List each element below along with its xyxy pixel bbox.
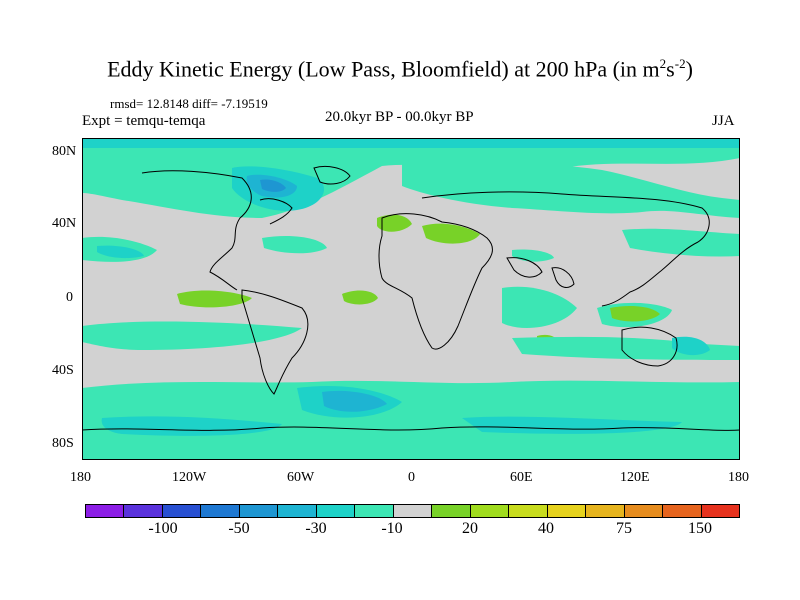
- lon-label-60e: 60E: [510, 470, 533, 485]
- colorbar-swatch-4: [239, 505, 279, 517]
- so-atlantic-core: [322, 390, 387, 412]
- coastlines: [82, 165, 740, 431]
- lat-label-80s: 80S: [52, 436, 74, 451]
- arabia-coast: [506, 257, 543, 278]
- season-label: JJA: [712, 113, 735, 129]
- s-america-coast: [241, 289, 309, 395]
- colorbar: [85, 504, 740, 518]
- colorbar-label-20: 20: [462, 520, 478, 537]
- colorbar-swatch-1: [124, 505, 163, 517]
- colorbar-label-neg10: -10: [381, 520, 403, 537]
- colorbar-label-40: 40: [538, 520, 554, 537]
- australia-coast: [621, 326, 678, 367]
- greenland-coast: [313, 165, 351, 185]
- so-indian-patch: [462, 416, 682, 434]
- australia-patch: [672, 336, 710, 356]
- atlantic-patch: [262, 236, 327, 254]
- polar-strip: [82, 138, 740, 148]
- lon-label-120e: 120E: [620, 470, 650, 485]
- tropical-atlantic-green: [342, 290, 378, 305]
- mediterranean-green: [422, 223, 480, 244]
- canada-core: [260, 179, 286, 192]
- map-svg: [82, 138, 740, 460]
- colorbar-label-75: 75: [616, 520, 632, 537]
- colorbar-swatch-13: [586, 505, 625, 517]
- iberia-green: [377, 214, 412, 232]
- lon-label-60w: 60W: [287, 470, 315, 485]
- colorbar-swatch-8: [393, 505, 433, 517]
- colorbar-label-neg30: -30: [305, 520, 327, 537]
- experiment-label: Expt = temqu-temqa: [82, 113, 206, 129]
- so-pacific-patch: [101, 416, 282, 436]
- lon-label-180e: 180: [728, 470, 749, 485]
- colorbar-swatch-10: [470, 505, 510, 517]
- colorbar-swatch-2: [162, 505, 202, 517]
- map-frame: [82, 138, 740, 460]
- antarctica-coast: [82, 426, 740, 431]
- lat-label-80n: 80N: [52, 144, 77, 159]
- colorbar-swatch-6: [316, 505, 356, 517]
- southern-ocean-band: [82, 380, 740, 460]
- s-pacific-cyan: [82, 321, 302, 350]
- colorbar-swatch-16: [701, 505, 739, 517]
- colorbar-swatch-15: [663, 505, 702, 517]
- colorbar-label-neg50: -50: [228, 520, 250, 537]
- colorbar-swatch-12: [547, 505, 587, 517]
- colorbar-swatch-14: [624, 505, 664, 517]
- lat-label-0: 0: [66, 290, 73, 305]
- period-label: 20.0kyr BP - 00.0kyr BP: [325, 109, 474, 125]
- eurasia-band: [402, 158, 740, 218]
- lat-label-40s: 40S: [52, 363, 74, 378]
- indian-cyan: [502, 286, 577, 328]
- colorbar-swatch-11: [509, 505, 548, 517]
- lat-label-40n: 40N: [52, 216, 77, 231]
- npac-inner: [97, 245, 144, 259]
- colorbar-swatch-5: [278, 505, 317, 517]
- colorbar-swatch-3: [201, 505, 240, 517]
- africa-coast: [378, 213, 493, 350]
- colorbar-label-neg100: -100: [148, 520, 178, 537]
- eurasia-coast: [421, 191, 710, 307]
- labrador-coast: [259, 198, 293, 225]
- colorbar-swatch-0: [86, 505, 125, 517]
- maritime-green: [610, 306, 660, 322]
- lon-label-120w: 120W: [172, 470, 207, 485]
- chart-title: Eddy Kinetic Energy (Low Pass, Bloomfiel…: [107, 56, 693, 82]
- npac-east-patch: [622, 228, 740, 257]
- stats-label: rmsd= 12.8148 diff= -7.19519: [110, 96, 268, 111]
- tropical-pacific-green: [177, 290, 252, 308]
- india-coast: [551, 267, 575, 288]
- colorbar-swatch-9: [432, 505, 471, 517]
- lon-label-0: 0: [408, 470, 415, 485]
- lon-label-180w: 180: [70, 470, 91, 485]
- map-panel: [82, 138, 740, 460]
- colorbar-swatch-7: [355, 505, 394, 517]
- n-america-coast: [141, 170, 252, 291]
- colorbar-label-150: 150: [688, 520, 712, 537]
